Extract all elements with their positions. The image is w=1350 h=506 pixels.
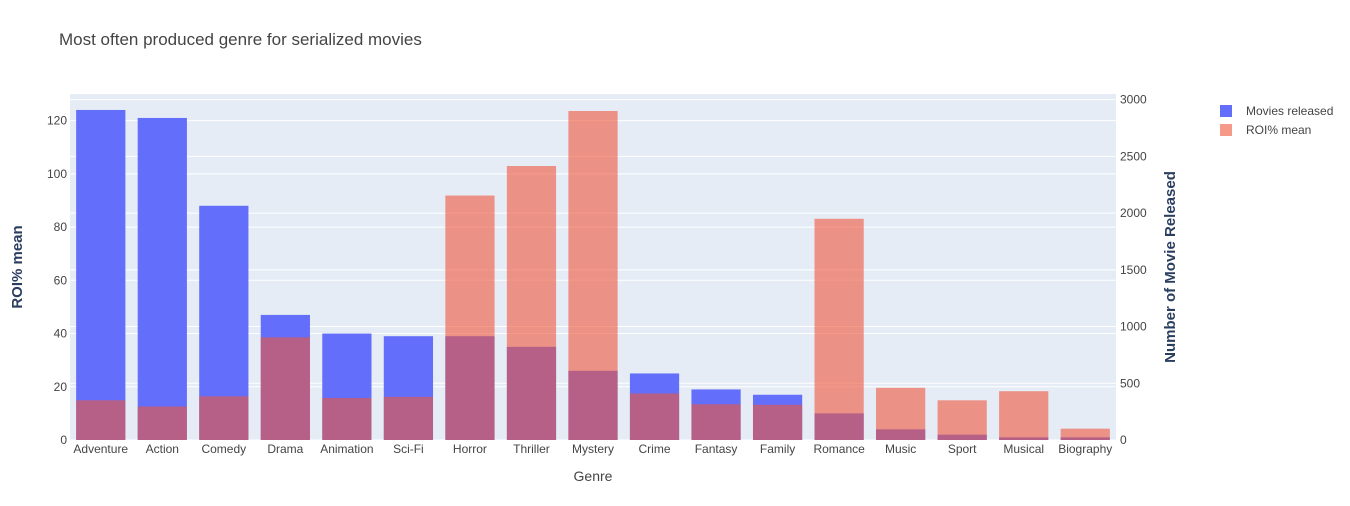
bar-roi-mean[interactable] — [76, 400, 126, 440]
y-right-tick-label: 1500 — [1120, 263, 1147, 277]
bar-roi-mean[interactable] — [199, 396, 249, 440]
x-tick-label: Crime — [639, 442, 671, 456]
x-tick-label: Adventure — [73, 442, 128, 456]
x-tick-label: Horror — [453, 442, 487, 456]
bar-roi-mean[interactable] — [445, 195, 495, 440]
y-right-tick-label: 0 — [1120, 433, 1127, 447]
bar-roi-mean[interactable] — [568, 111, 618, 441]
bar-roi-mean[interactable] — [752, 404, 803, 440]
x-tick-label: Romance — [813, 442, 865, 456]
legend-swatch-roi-mean — [1220, 123, 1232, 136]
bar-roi-mean[interactable] — [691, 404, 741, 440]
legend-label-roi-mean: ROI% mean — [1246, 122, 1312, 137]
y-left-tick-label: 40 — [54, 327, 68, 341]
legend-swatch-movies-released — [1220, 104, 1232, 117]
y-left-tick-label: 60 — [54, 273, 68, 287]
bar-roi-mean[interactable] — [322, 398, 372, 440]
x-tick-label: Sport — [948, 442, 977, 456]
bar-roi-mean[interactable] — [1060, 428, 1110, 440]
y-left-tick-label: 20 — [54, 380, 68, 394]
bar-roi-mean[interactable] — [383, 396, 434, 440]
bar-roi-mean[interactable] — [937, 400, 987, 440]
y-left-tick-label: 120 — [47, 114, 67, 128]
y-right-tick-label: 1000 — [1120, 320, 1147, 334]
x-tick-label: Biography — [1058, 442, 1112, 456]
y-right-tick-label: 3000 — [1120, 93, 1147, 107]
bar-roi-mean[interactable] — [260, 337, 310, 440]
bar-movies-released[interactable] — [137, 117, 187, 440]
y-left-tick-label: 80 — [54, 220, 68, 234]
x-tick-label: Music — [885, 442, 916, 456]
x-axis-title: Genre — [574, 468, 613, 484]
legend: Movies released ROI% mean — [1220, 101, 1333, 139]
bar-roi-mean[interactable] — [629, 393, 680, 440]
y-axis-right-title: Number of Movie Released — [1162, 171, 1179, 363]
x-tick-label: Thriller — [513, 442, 550, 456]
y-axis-left-title: ROI% mean — [9, 225, 26, 308]
x-tick-label: Musical — [1003, 442, 1044, 456]
bar-roi-mean[interactable] — [999, 391, 1049, 440]
x-tick-label: Animation — [320, 442, 373, 456]
bars — [76, 109, 1110, 441]
legend-label-movies-released: Movies released — [1246, 103, 1334, 118]
chart-title: Most often produced genre for serialized… — [59, 30, 422, 49]
bar-roi-mean[interactable] — [876, 387, 926, 440]
x-tick-label: Action — [146, 442, 179, 456]
y-left-tick-label: 0 — [60, 433, 67, 447]
x-tick-label: Family — [760, 442, 795, 456]
x-tick-label: Drama — [267, 442, 303, 456]
legend-item-roi-mean[interactable]: ROI% mean — [1220, 120, 1333, 139]
y-right-tick-label: 2500 — [1120, 149, 1147, 163]
legend-item-movies-released[interactable]: Movies released — [1220, 101, 1333, 120]
y-left-tick-label: 100 — [47, 167, 67, 181]
x-tick-label: Mystery — [572, 442, 614, 456]
x-tick-label: Sci-Fi — [393, 442, 424, 456]
x-tick-label: Comedy — [201, 442, 246, 456]
y-right-tick-label: 2000 — [1120, 206, 1147, 220]
y-right-tick-label: 500 — [1120, 376, 1140, 390]
bar-roi-mean[interactable] — [137, 406, 187, 440]
bar-movies-released[interactable] — [76, 109, 126, 440]
axes: 0 20 40 60 80 100 120 0 500 1000 1500 2000 2500 3000 A… — [47, 93, 1147, 456]
x-tick-label: Fantasy — [695, 442, 738, 456]
bar-roi-mean[interactable] — [506, 166, 557, 440]
bar-roi-mean[interactable] — [814, 218, 864, 440]
